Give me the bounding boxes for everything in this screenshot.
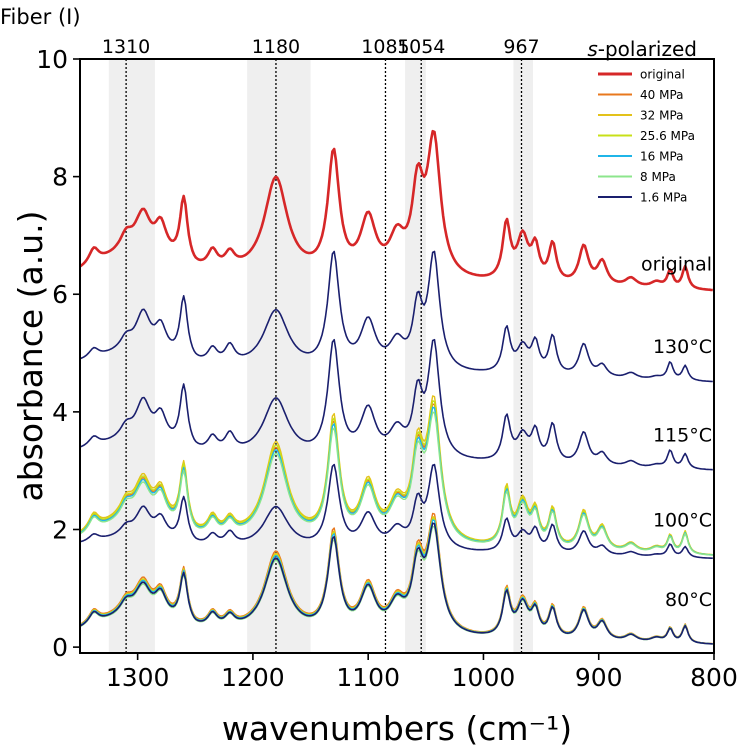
y-tick-label: 0 bbox=[52, 633, 68, 662]
y-tick-label: 4 bbox=[52, 398, 68, 427]
series-line-14 bbox=[79, 522, 713, 645]
legend-label-3: 25.6 MPa bbox=[640, 129, 695, 143]
series-line-2 bbox=[79, 338, 713, 471]
series-line-0 bbox=[79, 129, 713, 292]
y-axis-title: absorbance (a.u.) bbox=[11, 210, 50, 501]
shaded-band-2 bbox=[405, 59, 426, 653]
peak-label-1085: 1085 bbox=[361, 36, 409, 58]
x-tick-label: 900 bbox=[575, 663, 623, 692]
x-tick-label: 1300 bbox=[106, 663, 170, 692]
legend-label-6: 1.6 MPa bbox=[640, 191, 687, 205]
legend-title: s-polarized bbox=[587, 37, 697, 61]
y-tick-label: 8 bbox=[52, 163, 68, 192]
temp-label: original bbox=[641, 254, 712, 276]
shaded-band-3 bbox=[513, 59, 534, 653]
x-axis-title: wavenumbers (cm⁻¹) bbox=[222, 709, 572, 748]
peak-marker-lines bbox=[125, 59, 523, 653]
peak-label-967: 967 bbox=[503, 36, 539, 58]
y-tick-label: 10 bbox=[36, 45, 68, 74]
shaded-band-0 bbox=[108, 59, 155, 653]
series-line-11 bbox=[79, 517, 713, 645]
spectra-series bbox=[79, 129, 713, 645]
series-line-5 bbox=[79, 400, 713, 556]
panel-title: Fiber (I) bbox=[0, 5, 81, 29]
series-line-1 bbox=[79, 250, 713, 383]
temp-label: 115°C bbox=[653, 424, 712, 446]
series-line-8 bbox=[79, 463, 713, 559]
series-line-4 bbox=[79, 395, 713, 556]
y-tick-label: 6 bbox=[52, 280, 68, 309]
x-tick-label: 1000 bbox=[452, 663, 516, 692]
x-axis-ticks: 1300 1200 1100 1000 900 800 bbox=[106, 653, 738, 692]
legend-label-5: 8 MPa bbox=[640, 170, 676, 184]
temp-label: 100°C bbox=[653, 510, 712, 532]
series-line-7 bbox=[79, 411, 713, 556]
series-line-12 bbox=[79, 519, 713, 645]
y-axis-ticks: 0 2 4 6 8 10 bbox=[36, 45, 80, 662]
peak-label-1310: 1310 bbox=[102, 36, 150, 58]
x-tick-label: 1200 bbox=[221, 663, 285, 692]
legend-label-0: original bbox=[640, 68, 685, 82]
legend-label-2: 32 MPa bbox=[640, 109, 684, 123]
temp-label: 80°C bbox=[665, 589, 712, 611]
series-line-6 bbox=[79, 406, 713, 556]
legend: s-polarized original 40 MPa 32 MPa 25.6 MPa 1… bbox=[587, 37, 697, 205]
series-line-13 bbox=[79, 525, 713, 645]
series-line-10 bbox=[79, 516, 713, 645]
legend-label-4: 16 MPa bbox=[640, 150, 684, 164]
y-tick-label: 2 bbox=[52, 515, 68, 544]
temp-label: 130°C bbox=[653, 336, 712, 358]
peak-label-1180: 1180 bbox=[252, 36, 300, 58]
temperature-labels: original 130°C 115°C 100°C 80°C bbox=[641, 254, 712, 611]
series-line-9 bbox=[79, 512, 713, 645]
legend-label-1: 40 MPa bbox=[640, 88, 684, 102]
x-tick-label: 1100 bbox=[336, 663, 400, 692]
x-tick-label: 800 bbox=[690, 663, 738, 692]
shaded-bands bbox=[108, 59, 534, 653]
plot-frame bbox=[79, 58, 715, 654]
peak-label-1054: 1054 bbox=[397, 36, 445, 58]
